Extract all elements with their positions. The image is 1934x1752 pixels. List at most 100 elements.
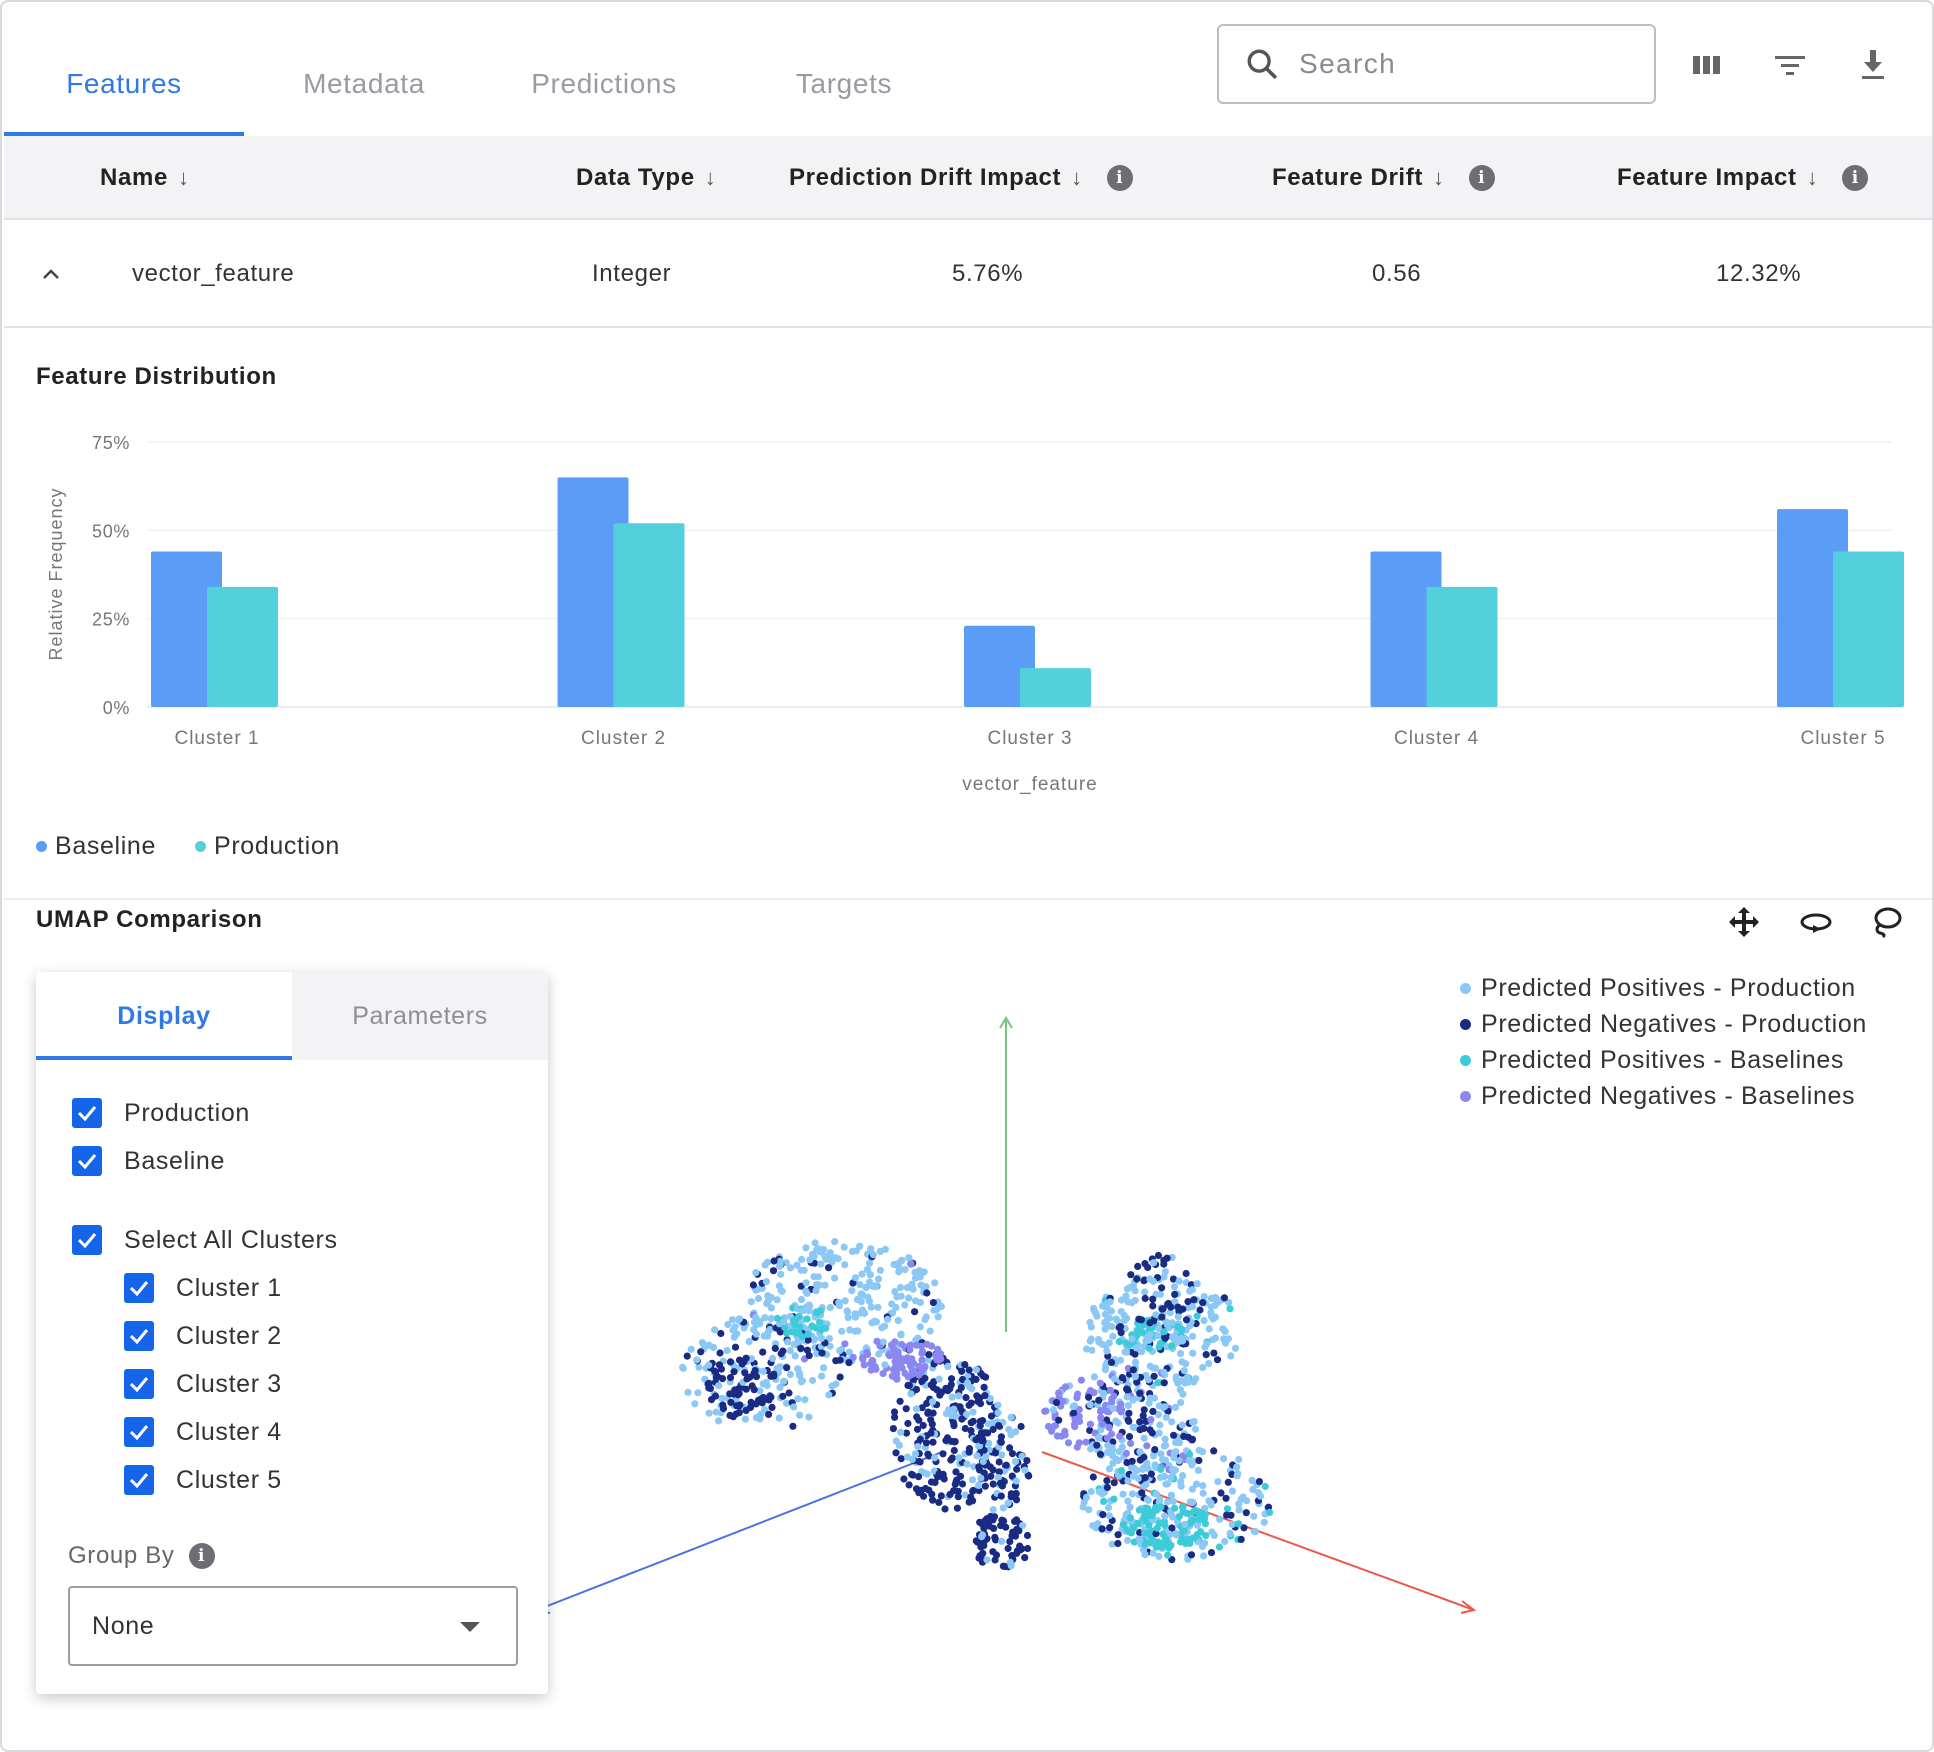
umap-point	[1131, 1296, 1139, 1304]
umap-point	[1169, 1497, 1177, 1505]
move-icon	[1729, 907, 1759, 937]
info-icon[interactable]: i	[1468, 165, 1495, 191]
umap-point	[1008, 1450, 1017, 1458]
umap-point	[1248, 1476, 1256, 1484]
col-feature-impact-header[interactable]: Feature Impact ↓ i	[1617, 136, 1869, 220]
umap-point	[684, 1388, 692, 1396]
tab-parameters[interactable]: Parameters	[352, 1001, 488, 1030]
info-icon[interactable]: i	[188, 1543, 215, 1569]
umap-point	[865, 1259, 874, 1267]
umap-point	[875, 1350, 883, 1358]
umap-point	[1166, 1309, 1174, 1317]
umap-point	[734, 1316, 742, 1324]
table-row[interactable]: vector_feature Integer 5.76% 0.56 12.32%	[4, 220, 1932, 328]
umap-point	[969, 1487, 977, 1495]
umap-point	[1157, 1450, 1165, 1458]
umap-point	[1097, 1414, 1105, 1422]
rotate-button[interactable]	[1796, 902, 1836, 942]
pan-button[interactable]	[1724, 902, 1764, 942]
info-icon[interactable]: i	[1842, 165, 1869, 191]
umap-point	[813, 1309, 821, 1317]
col-prediction-drift-header[interactable]: Prediction Drift Impact ↓ i	[789, 136, 1133, 220]
bar-production[interactable]	[1426, 586, 1498, 707]
umap-point	[845, 1359, 853, 1367]
umap-point	[1207, 1501, 1215, 1509]
bar-baseline[interactable]	[151, 551, 222, 707]
col-name-header[interactable]: Name ↓	[100, 136, 190, 220]
umap-point	[767, 1304, 776, 1312]
tab-targets[interactable]: Targets	[795, 68, 893, 99]
bar-production[interactable]	[1020, 668, 1091, 707]
umap-legend-item[interactable]: Predicted Negatives - Production	[1460, 1006, 1867, 1042]
umap-point	[1079, 1503, 1087, 1511]
select-all-clusters-checkbox[interactable]: Select All Clusters	[72, 1225, 338, 1255]
tab-predictions[interactable]: Predictions	[531, 68, 677, 99]
tab-metadata[interactable]: Metadata	[303, 68, 425, 99]
bar-production[interactable]	[207, 586, 278, 707]
col-feature-drift-header[interactable]: Feature Drift ↓ i	[1272, 136, 1495, 220]
tab-display[interactable]: Display	[36, 972, 292, 1060]
search-input[interactable]	[1299, 48, 1619, 80]
columns-button[interactable]	[1684, 42, 1730, 88]
umap-point	[935, 1498, 943, 1506]
umap-point	[1179, 1472, 1187, 1480]
bar-production[interactable]	[613, 523, 685, 707]
umap-point	[1006, 1444, 1014, 1452]
umap-point	[798, 1255, 806, 1264]
baseline-checkbox[interactable]: Baseline	[72, 1146, 225, 1176]
cluster-checkbox[interactable]: Cluster 3	[124, 1369, 282, 1399]
cluster-checkbox[interactable]: Cluster 2	[124, 1321, 282, 1351]
umap-point	[835, 1298, 843, 1306]
collapse-row-button[interactable]	[42, 220, 60, 328]
umap-point	[1161, 1435, 1169, 1443]
lasso-button[interactable]	[1866, 902, 1906, 942]
chart-legend-baseline[interactable]: Baseline	[36, 832, 156, 861]
umap-point	[889, 1309, 897, 1317]
umap-point	[1011, 1517, 1019, 1525]
group-by-select[interactable]: None	[68, 1586, 518, 1666]
umap-point	[896, 1283, 905, 1292]
filter-button[interactable]	[1767, 42, 1813, 88]
umap-legend-item[interactable]: Predicted Negatives - Baselines	[1460, 1078, 1867, 1114]
info-icon[interactable]: i	[1106, 165, 1133, 191]
umap-point	[1211, 1295, 1219, 1303]
cluster-checkbox[interactable]: Cluster 1	[124, 1273, 282, 1303]
umap-point	[929, 1438, 937, 1446]
umap-point	[1193, 1312, 1201, 1320]
umap-legend-item[interactable]: Predicted Positives - Production	[1460, 970, 1867, 1006]
umap-point	[770, 1257, 778, 1265]
bar-baseline[interactable]	[1777, 509, 1848, 707]
umap-point	[741, 1415, 750, 1423]
umap-point	[857, 1298, 865, 1306]
umap-point	[955, 1454, 963, 1462]
umap-point	[969, 1417, 977, 1425]
umap-point	[771, 1344, 779, 1352]
umap-point	[1103, 1483, 1111, 1492]
umap-point	[813, 1350, 821, 1358]
umap-point	[1123, 1385, 1132, 1394]
umap-point	[749, 1281, 758, 1289]
production-checkbox[interactable]: Production	[72, 1098, 250, 1128]
tab-features[interactable]: Features	[4, 32, 244, 136]
bar-production[interactable]	[1833, 551, 1904, 707]
umap-point	[779, 1392, 787, 1400]
umap-point	[963, 1460, 971, 1468]
umap-point	[932, 1351, 940, 1360]
umap-point	[1255, 1478, 1263, 1486]
download-button[interactable]	[1850, 42, 1896, 88]
group-by-value: None	[92, 1611, 155, 1640]
chart-legend-production[interactable]: Production	[195, 832, 340, 861]
cluster-checkbox[interactable]: Cluster 5	[124, 1465, 282, 1495]
umap-legend-item[interactable]: Predicted Positives - Baselines	[1460, 1042, 1867, 1078]
cluster-checkbox[interactable]: Cluster 4	[124, 1417, 282, 1447]
umap-point	[812, 1287, 820, 1295]
bar-baseline[interactable]	[964, 625, 1035, 707]
umap-point	[815, 1281, 824, 1289]
umap-point	[801, 1396, 809, 1404]
umap-point	[1207, 1549, 1216, 1557]
bar-baseline[interactable]	[1370, 551, 1442, 707]
bar-baseline[interactable]	[557, 477, 629, 707]
col-data-type-header[interactable]: Data Type ↓	[576, 136, 716, 220]
search-box[interactable]	[1217, 24, 1656, 104]
